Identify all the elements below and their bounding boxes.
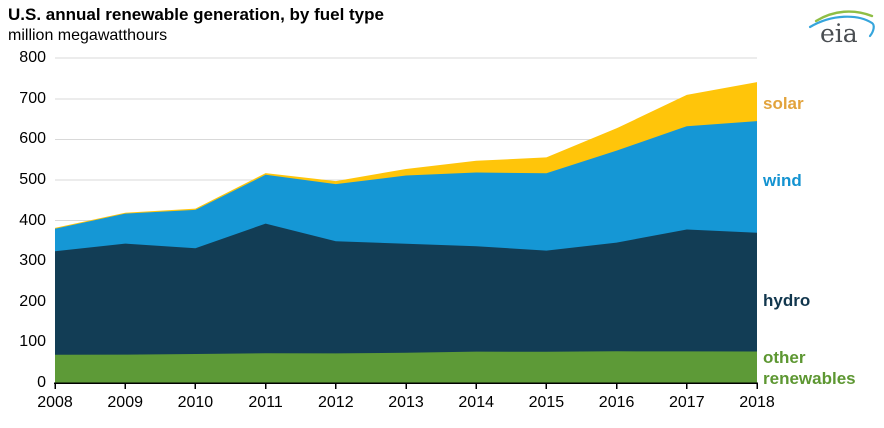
y-tick-label-500: 500 xyxy=(19,171,46,188)
series-label-hydro: hydro xyxy=(763,291,811,310)
x-tick-label-2016: 2016 xyxy=(598,394,635,411)
y-tick-label-700: 700 xyxy=(19,89,46,107)
x-tick-label-2013: 2013 xyxy=(388,394,424,411)
x-tick-label-2014: 2014 xyxy=(458,394,494,411)
y-tick-label-400: 400 xyxy=(19,211,46,229)
x-tick-label-2012: 2012 xyxy=(318,394,354,411)
x-tick-label-2017: 2017 xyxy=(669,394,705,411)
y-tick-label-0: 0 xyxy=(37,374,46,391)
y-tick-label-600: 600 xyxy=(19,130,46,148)
y-tick-label-100: 100 xyxy=(19,333,46,351)
y-tick-label-300: 300 xyxy=(19,252,46,270)
area-hydro xyxy=(55,223,757,383)
y-tick-label-200: 200 xyxy=(19,292,46,310)
x-tick-label-2009: 2009 xyxy=(107,394,143,411)
logo-text: eia xyxy=(820,19,858,48)
x-tick-label-2010: 2010 xyxy=(177,394,214,411)
series-label-other-renewables: other renewables xyxy=(763,348,856,388)
chart-title: U.S. annual renewable generation, by fue… xyxy=(8,5,384,24)
area-other-renewables xyxy=(55,351,757,383)
logo-arc-green-icon xyxy=(814,10,874,23)
logo-arc-blue-icon xyxy=(808,15,875,38)
y-tick-label-800: 800 xyxy=(19,49,46,67)
x-tick-label-2018: 2018 xyxy=(739,394,775,411)
chart-subtitle: million megawatthours xyxy=(8,27,168,44)
eia-logo: eia xyxy=(808,10,875,48)
series-label-solar: solar xyxy=(763,94,804,113)
x-tick-label-2011: 2011 xyxy=(248,394,283,411)
x-tick-label-2015: 2015 xyxy=(528,394,565,411)
x-tick-label-2008: 2008 xyxy=(37,394,73,411)
series-label-wind: wind xyxy=(763,171,802,190)
